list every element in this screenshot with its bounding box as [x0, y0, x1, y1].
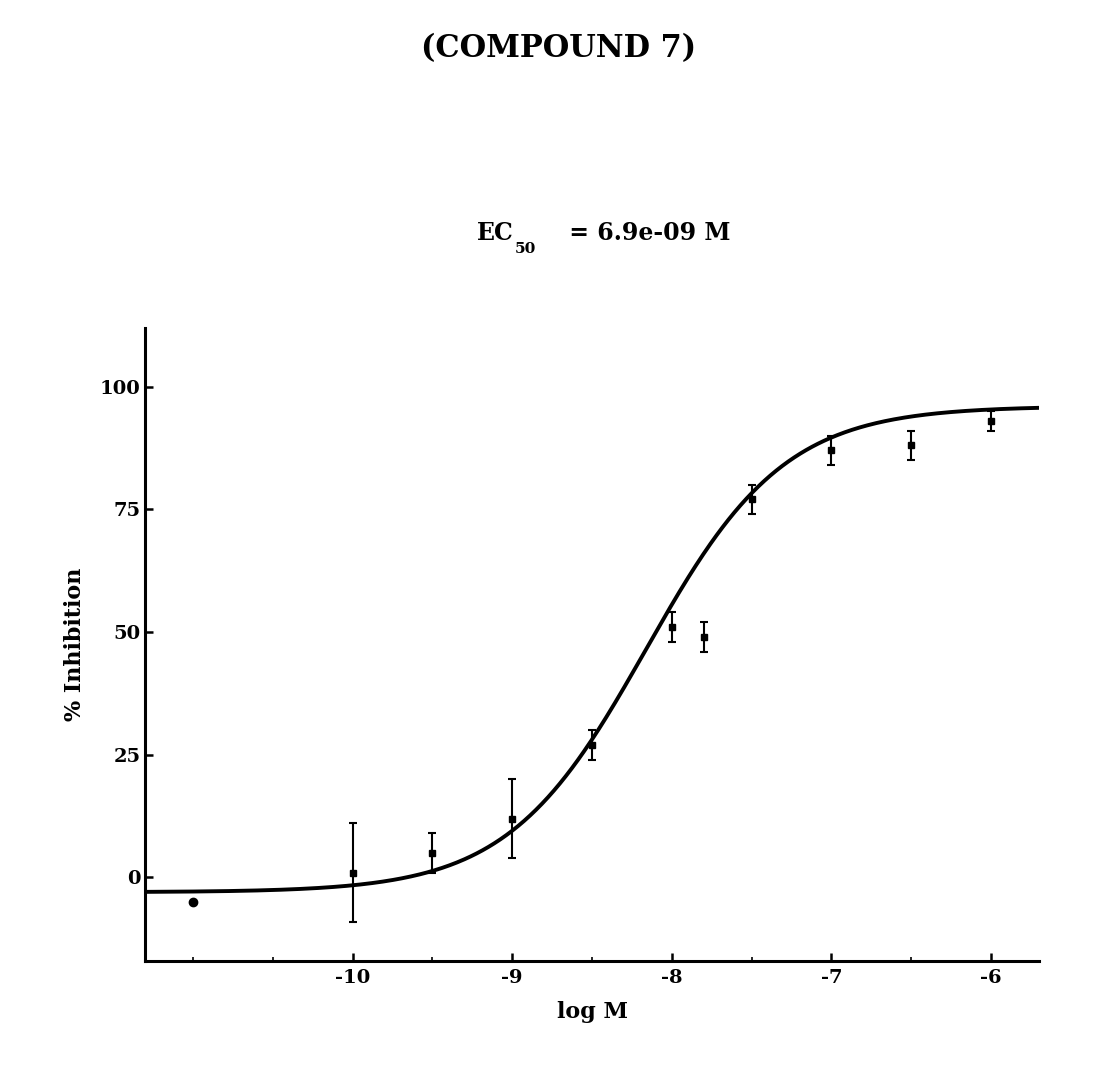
Text: EC: EC — [477, 222, 514, 246]
Text: = 6.9e-09 M: = 6.9e-09 M — [561, 222, 731, 246]
Text: 50: 50 — [515, 242, 536, 257]
Text: (COMPOUND 7): (COMPOUND 7) — [421, 33, 696, 63]
Y-axis label: % Inhibition: % Inhibition — [64, 568, 86, 721]
X-axis label: log M: log M — [556, 1001, 628, 1023]
